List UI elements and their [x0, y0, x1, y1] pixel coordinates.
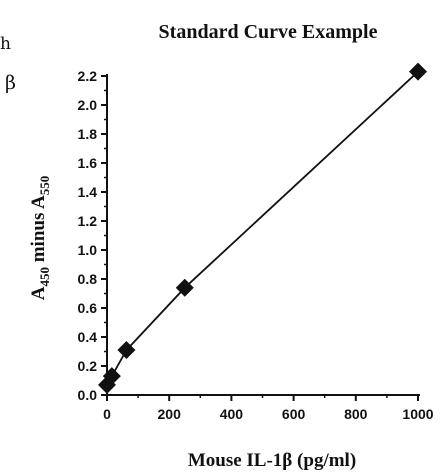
data-point-diamond — [102, 367, 121, 386]
x-tick-label: 200 — [158, 406, 182, 422]
data-point-diamond — [409, 62, 427, 81]
y-tick-label: 2.2 — [78, 68, 98, 84]
y-tick-label: 0.6 — [78, 300, 98, 316]
x-tick-label: 0 — [103, 406, 111, 422]
data-point-diamond — [117, 341, 136, 360]
cropped-beta-fragment: β — [5, 72, 16, 94]
y-axis-label: A450 minus A550 — [28, 176, 52, 301]
y-tick-label: 1.2 — [78, 213, 98, 229]
data-markers — [98, 62, 427, 394]
y-tick-label: 0.0 — [78, 387, 98, 403]
chart-title: Standard Curve Example — [159, 21, 378, 43]
y-tick-label: 1.4 — [78, 184, 98, 200]
y-tick-label: 0.2 — [78, 358, 98, 374]
y-tick-label: 1.8 — [78, 126, 98, 142]
data-point-diamond — [175, 278, 194, 297]
axis-ticks: 0.0 0.2 0.4 0.6 0.8 1.0 1.2 1.4 1.6 1.8 2.0 2.2 0 200… — [78, 68, 434, 422]
y-tick-label: 2.0 — [78, 97, 98, 113]
x-tick-label: 600 — [282, 406, 306, 422]
x-tick-label: 400 — [220, 406, 244, 422]
fitted-curve — [106, 71, 419, 386]
y-tick-label: 1.6 — [78, 155, 98, 171]
y-tick-label: 1.0 — [78, 242, 98, 258]
x-tick-label: 800 — [344, 406, 368, 422]
x-axis-label: Mouse IL-1β (pg/ml) — [188, 450, 356, 471]
y-tick-label: 0.8 — [78, 271, 98, 287]
y-tick-label: 0.4 — [78, 329, 98, 345]
x-tick-label: 1000 — [402, 406, 433, 422]
cropped-text-fragment: h — [0, 34, 11, 54]
